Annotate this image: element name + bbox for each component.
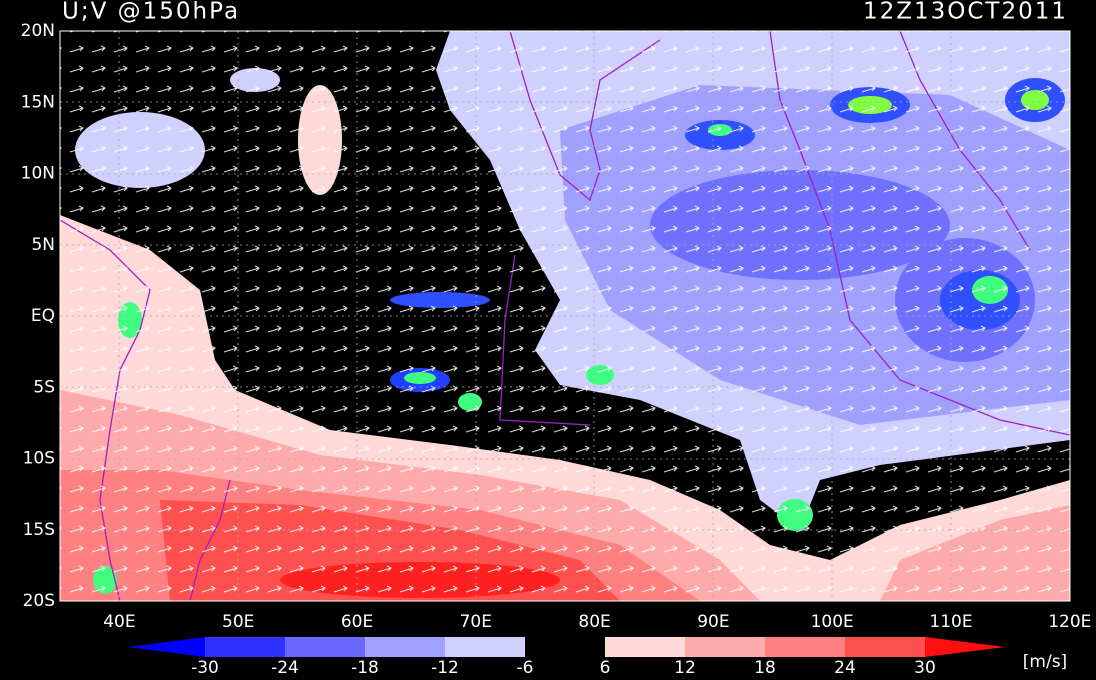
colorbar-label: 18 [754,658,776,678]
colorbar-label: 6 [600,658,611,678]
lat-label: 5S [33,377,55,397]
lon-label: 50E [222,612,254,632]
colorbar-label: 30 [914,658,936,678]
lat-label: 10N [21,164,55,184]
colorbar-label: -18 [351,658,379,678]
lon-labels: 40E 50E 60E 70E 80E 90E 100E 110E 120E [103,612,1091,632]
lat-label: 15N [21,92,55,112]
colorbar [128,637,1005,657]
colorbar-label: -6 [517,658,534,678]
colorbar-label: -12 [431,658,459,678]
lat-label: 10S [23,449,55,469]
lon-label: 110E [929,612,972,632]
map-frame [59,30,1071,602]
lon-label: 100E [811,612,854,632]
lat-label: 5N [31,235,55,255]
lat-label: EQ [31,306,55,326]
lat-label: 20N [21,21,55,41]
lon-label: 70E [460,612,492,632]
graticule [60,31,1070,601]
map-time: 12Z13OCT2011 [863,0,1068,25]
lon-label: 60E [341,612,373,632]
lat-labels: 20N 15N 10N 5N EQ 5S 10S 15S 20S [21,21,55,611]
colorbar-labels: -30 -24 -18 -12 -6 6 12 18 24 30 [191,658,936,678]
colorbar-label: -30 [191,658,219,678]
lon-label: 120E [1048,612,1091,632]
colorbar-label: -24 [271,658,299,678]
lat-label: 20S [23,591,55,611]
lon-label: 40E [103,612,135,632]
colorbar-label: 12 [674,658,696,678]
colorbar-label: 24 [834,658,856,678]
lon-label: 80E [578,612,610,632]
lat-label: 15S [23,520,55,540]
lon-label: 90E [697,612,729,632]
wind-field [60,31,1070,601]
map-title: U;V @150hPa [62,0,240,25]
colorbar-unit: [m/s] [1023,652,1067,672]
